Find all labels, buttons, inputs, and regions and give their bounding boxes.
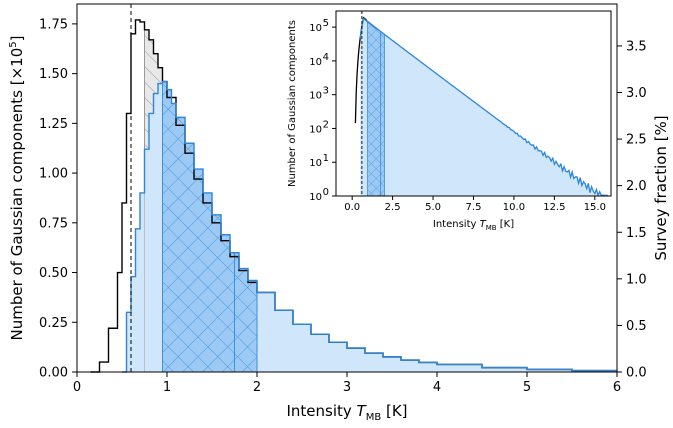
y-tick-label: 1.25 — [39, 117, 68, 132]
inset-y-tick-exponent: 4 — [323, 52, 329, 63]
inset-y-tick-label: 10 — [309, 124, 322, 135]
right-y-tick-label: 2.0 — [626, 179, 647, 194]
inset-x-axis-label: Intensity TMB [K] — [433, 219, 514, 232]
y-tick-label: 1.00 — [39, 167, 68, 182]
right-y-tick-label: 2.5 — [626, 133, 647, 148]
right-y-tick-label: 1.0 — [626, 272, 647, 287]
x-tick-label: 1 — [163, 380, 171, 395]
inset-selected-fill — [360, 18, 608, 196]
right-y-axis-label: Survey fraction [%] — [652, 115, 670, 260]
y-tick-label: 0.00 — [39, 366, 68, 381]
y-axis-label: Number of Gaussian components [×105] — [8, 35, 26, 340]
crosshatch-region-hatch — [162, 81, 257, 373]
right-y-tick-label: 1.5 — [626, 226, 647, 241]
axis-labels: Intensity TMB [K] Number of Gaussian comp… — [8, 20, 670, 423]
x-tick-label: 5 — [523, 380, 531, 395]
inset-axes: 0.0 2.5 5.0 7.5 10.0 12.5 15.010 010 110 210 310 41… — [309, 10, 612, 213]
inset-y-tick-label: 10 — [309, 192, 322, 203]
main-plot-area — [90, 4, 617, 373]
inset-clip-group — [354, 11, 608, 196]
inset-y-tick-label: 10 — [309, 57, 322, 68]
inset-x-tick-label: 10.0 — [503, 202, 525, 213]
inset-y-axis-label: Number of Gaussian components — [287, 20, 298, 187]
inset-y-tick-label: 10 — [309, 91, 322, 102]
selected-overlap-fill — [144, 81, 617, 373]
inset-y-tick-exponent: 3 — [323, 86, 329, 97]
x-tick-label: 4 — [433, 380, 441, 395]
inset-x-tick-label: 12.5 — [543, 202, 565, 213]
inset-x-tick-label: 5.0 — [425, 202, 441, 213]
y-tick-label: 0.75 — [39, 216, 68, 231]
right-y-tick-label: 0.5 — [626, 319, 647, 334]
inset-selected-line — [359, 17, 608, 196]
y-tick-label: 0.25 — [39, 316, 68, 331]
inset-y-tick-exponent: 0 — [323, 187, 329, 198]
right-y-tick-label: 3.0 — [626, 86, 647, 101]
inset-y-tick-label: 10 — [309, 23, 322, 34]
main-axes: 0 1 2 3 4 5 60.000.250.500.751.001.251.501.750… — [39, 3, 647, 395]
inset-x-tick-label: 7.5 — [466, 202, 482, 213]
y-tick-label: 0.50 — [39, 266, 68, 281]
inset-y-tick-exponent: 5 — [323, 18, 329, 29]
x-tick-label: 3 — [343, 380, 351, 395]
inset-x-tick-label: 15.0 — [584, 202, 606, 213]
inset-plot-area — [336, 11, 611, 196]
selected-components-line — [122, 80, 617, 373]
right-y-tick-label: 3.5 — [626, 39, 647, 54]
x-axis-label: Intensity TMB [K] — [286, 402, 407, 423]
inset-y-tick-exponent: 1 — [323, 153, 329, 164]
inset-crosshatch-hatch — [367, 21, 385, 196]
inset-y-tick-exponent: 2 — [323, 119, 329, 130]
inset-x-tick-label: 2.5 — [385, 202, 401, 213]
y-tick-label: 1.75 — [39, 17, 68, 32]
inset-y-tick-label: 10 — [309, 158, 322, 169]
x-tick-label: 2 — [253, 380, 261, 395]
y-tick-label: 1.50 — [39, 67, 68, 82]
x-tick-label: 6 — [613, 380, 621, 395]
inset-x-tick-label: 0.0 — [344, 202, 360, 213]
right-y-tick-label: 0.0 — [626, 366, 647, 381]
x-tick-label: 0 — [73, 380, 81, 395]
